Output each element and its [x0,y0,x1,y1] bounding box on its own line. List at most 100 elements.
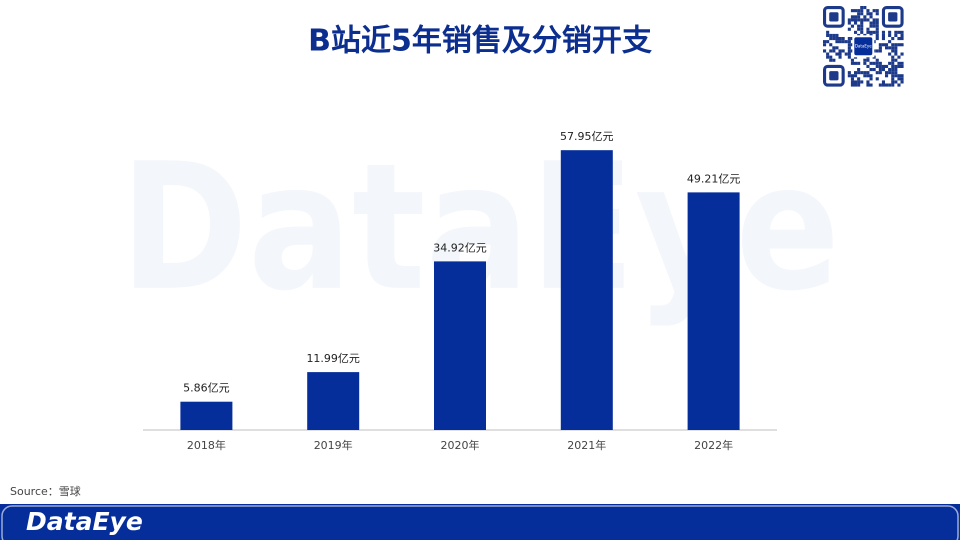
qr-cell [900,43,904,47]
qr-cell [900,74,904,78]
qr-cell [838,37,842,41]
qr-cell [857,68,861,72]
footer-bar [0,504,960,540]
qr-cell [878,68,882,72]
qr-cell [875,71,879,75]
qr-cell [885,83,889,87]
qr-cell [872,24,876,28]
bar [434,261,486,430]
qr-cell [860,24,864,28]
qr-cell [894,71,898,75]
qr-cell [891,49,895,53]
qr-cell [832,58,836,62]
qr-cell [854,21,858,25]
qr-cell [875,27,879,31]
qr-cell [866,12,870,16]
qr-cell [872,18,876,22]
qr-cell [823,40,827,44]
qr-cell [860,80,864,84]
qr-cell [823,49,827,53]
qr-cell [878,83,882,87]
footer-logo: DataEye [26,507,143,536]
qr-cell [835,37,839,41]
qr-cell [869,24,873,28]
qr-cell [869,77,873,81]
qr-cell [885,74,889,78]
qr-cell [888,46,892,50]
qr-cell [891,55,895,59]
qr-cell [838,40,842,44]
qr-cell [841,40,845,44]
qr-cell [891,43,895,47]
qr-cell [854,61,858,65]
qr-cell [869,68,873,72]
qr-cell [854,30,858,34]
qr-cell [857,83,861,87]
plot: 5.86亿元 2018年 11.99亿元 2019年 34.92亿元 2020年 57.95… [180,130,740,452]
qr-cell [857,77,861,81]
qr-cell [897,37,901,41]
qr-cell [897,74,901,78]
qr-cell [881,68,885,72]
x-tick-label: 2020年 [441,438,480,452]
qr-cell [832,37,836,41]
qr-cell [854,83,858,87]
qr-cell [869,61,873,65]
qr-cell [881,33,885,37]
qr-cell [881,80,885,84]
qr-cell [835,40,839,44]
qr-cell [841,49,845,53]
qr-cell [891,58,895,62]
qr-cell [847,27,851,31]
qr-cell [826,52,830,56]
qr-cell [869,83,873,87]
qr-cell [826,40,830,44]
qr-cell [857,9,861,13]
qr-cell [894,30,898,34]
qr-cell [866,27,870,31]
qr-cell [888,68,892,72]
qr-cell [829,37,833,41]
qr-cell [894,80,898,84]
qr-cell [891,61,895,65]
qr-finder-core [829,12,839,22]
qr-cell [826,30,830,34]
qr-cell [832,46,836,50]
x-tick-label: 2019年 [314,438,353,452]
qr-cell [847,37,851,41]
qr-cell [857,71,861,75]
qr-finder-core [888,12,898,22]
qr-cell [897,30,901,34]
qr-cell [894,52,898,56]
qr-cell [823,43,827,47]
qr-cell [894,68,898,72]
qr-cell [832,49,836,53]
qr-cell [888,33,892,37]
value-label: 49.21亿元 [687,172,741,185]
qr-cell [857,24,861,28]
qr-cell [894,43,898,47]
qr-cell [850,83,854,87]
qr-cell [894,64,898,68]
qr-cell [863,6,867,10]
qr-cell [863,71,867,75]
qr-cell [875,37,879,41]
qr-cell [881,30,885,34]
qr-cell [866,71,870,75]
qr-cell [829,43,833,47]
qr-cell [863,74,867,78]
qr-cell [888,83,892,87]
qr-cell [894,33,898,37]
qr-cell [847,43,851,47]
qr-cell [866,18,870,22]
qr-cell [875,61,879,65]
qr-cell [885,71,889,75]
qr-cell [875,33,879,37]
qr-cell [875,24,879,28]
qr-cell [881,83,885,87]
qr-cell [878,64,882,68]
qr-cell [847,74,851,78]
qr-cell [860,27,864,31]
qr-cell [878,61,882,65]
